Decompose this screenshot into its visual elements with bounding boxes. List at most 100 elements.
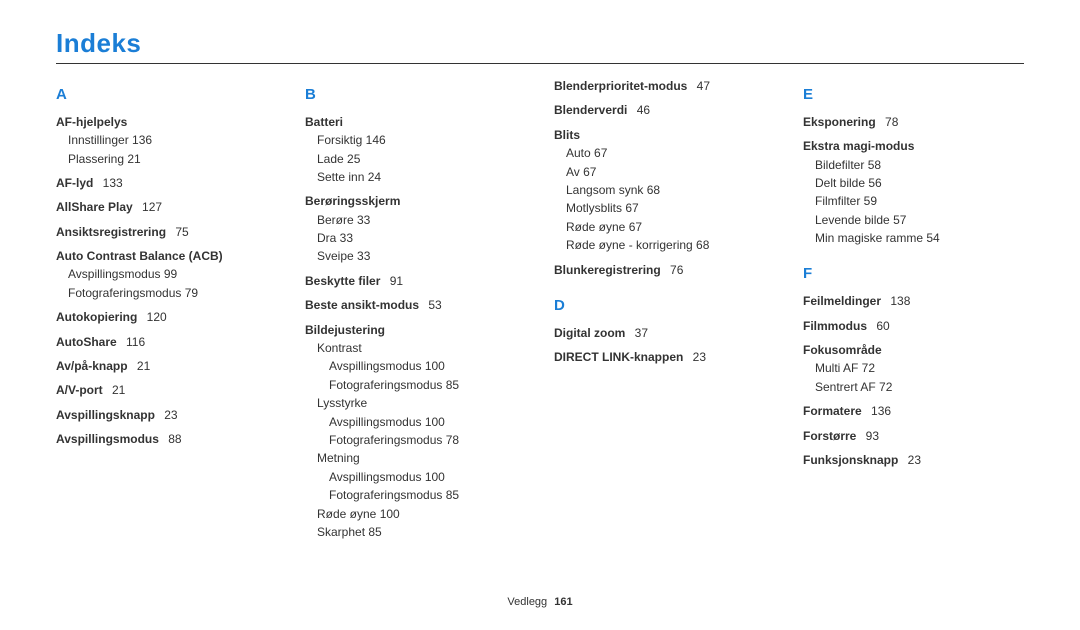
index-col-4: E Eksponering 78 Ekstra magi-modus Bildefil… [803,78,1024,541]
index-entry: AutoShare 116 [56,334,277,351]
index-subentry: Sveipe 33 [317,248,526,265]
index-subentry: Dra 33 [317,230,526,247]
index-page-ref: 138 [887,294,910,308]
index-entry: A/V-port 21 [56,382,277,399]
index-entry: Fokusområde [803,342,1024,359]
index-subentry: Metning [317,450,526,467]
index-entry: AllShare Play 127 [56,199,277,216]
index-entry: Beskytte filer 91 [305,273,526,290]
index-entry: Digital zoom 37 [554,325,775,342]
page-footer: Vedlegg 161 [0,596,1080,608]
index-subentry: Plassering 21 [68,151,277,168]
index-subentry: Filmfilter 59 [815,193,1024,210]
index-subentry: Av 67 [566,164,775,181]
index-subentry: Multi AF 72 [815,360,1024,377]
index-subentry-2: Avspillingsmodus 100 [329,469,526,486]
index-subentry: Forsiktig 146 [317,132,526,149]
index-entry: Autokopiering 120 [56,309,277,326]
index-letter: D [554,295,775,317]
index-subentry: Lysstyrke [317,395,526,412]
index-page-ref: 91 [386,274,403,288]
index-entry: Blenderverdi 46 [554,102,775,119]
index-subentry: Bildefilter 58 [815,157,1024,174]
index-subentry: Min magiske ramme 54 [815,230,1024,247]
index-entry: Forstørre 93 [803,428,1024,445]
index-subentry: Sentrert AF 72 [815,379,1024,396]
index-page-ref: 93 [862,429,879,443]
page-title: Indeks [56,28,1024,59]
index-entry: AF-lyd 133 [56,175,277,192]
index-entry: Funksjonsknapp 23 [803,452,1024,469]
index-subentry: Røde øyne 100 [317,506,526,523]
index-page-ref: 127 [139,200,162,214]
index-page-ref: 75 [172,225,189,239]
index-subentry: Lade 25 [317,151,526,168]
index-letter: E [803,84,1024,106]
index-subentry: Røde øyne 67 [566,219,775,236]
index-subentry: Levende bilde 57 [815,212,1024,229]
index-subentry: Motlysblits 67 [566,200,775,217]
index-col-3: Blenderprioritet-modus 47 Blenderverdi 46… [554,78,775,541]
index-subentry: Langsom synk 68 [566,182,775,199]
index-entry: Avspillingsknapp 23 [56,407,277,424]
title-divider [56,63,1024,64]
index-entry: Berøringsskjerm [305,193,526,210]
index-subentry: Innstillinger 136 [68,132,277,149]
index-subentry-2: Avspillingsmodus 100 [329,414,526,431]
index-subentry: Fotograferingsmodus 79 [68,285,277,302]
index-page-ref: 23 [689,350,706,364]
index-subentry: Avspillingsmodus 99 [68,266,277,283]
index-entry: Avspillingsmodus 88 [56,431,277,448]
index-subentry-2: Fotograferingsmodus 85 [329,487,526,504]
index-entry: Ekstra magi-modus [803,138,1024,155]
index-columns: A AF-hjelpelysInnstillinger 136 Plassering… [56,78,1024,541]
index-col-2: B BatteriForsiktig 146 Lade 25Sette inn 24… [305,78,526,541]
index-page-ref: 76 [667,263,684,277]
index-subentry-2: Fotograferingsmodus 85 [329,377,526,394]
index-letter: F [803,263,1024,285]
index-page-ref: 78 [882,115,899,129]
index-page-ref: 23 [904,453,921,467]
index-entry: AF-hjelpelys [56,114,277,131]
index-page-ref: 60 [873,319,890,333]
index-page-ref: 21 [109,383,126,397]
footer-section: Vedlegg [507,596,547,608]
index-page-ref: 53 [425,298,442,312]
index-subentry: Kontrast [317,340,526,357]
index-page-ref: 133 [99,176,122,190]
index-entry: Blenderprioritet-modus 47 [554,78,775,95]
index-subentry-2: Avspillingsmodus 100 [329,358,526,375]
index-subentry: Sette inn 24 [317,169,526,186]
index-entry: Bildejustering [305,322,526,339]
index-entry: Auto Contrast Balance (ACB) [56,248,277,265]
index-subentry-2: Fotograferingsmodus 78 [329,432,526,449]
index-entry: Beste ansikt-modus 53 [305,297,526,314]
index-page-ref: 136 [868,404,891,418]
index-entry: Ansiktsregistrering 75 [56,224,277,241]
index-entry: Batteri [305,114,526,131]
index-subentry: Auto 67 [566,145,775,162]
index-letter: B [305,84,526,106]
index-page-ref: 37 [631,326,648,340]
index-entry: Filmmodus 60 [803,318,1024,335]
index-entry: Eksponering 78 [803,114,1024,131]
index-page-ref: 88 [165,432,182,446]
footer-page-number: 161 [554,596,572,608]
index-entry: Blunkeregistrering 76 [554,262,775,279]
index-entry: Blits [554,127,775,144]
index-letter: A [56,84,277,106]
index-page-ref: 47 [693,79,710,93]
index-subentry: Røde øyne - korrigering 68 [566,237,775,254]
index-subentry: Delt bilde 56 [815,175,1024,192]
index-page-ref: 23 [161,408,178,422]
index-entry: Feilmeldinger 138 [803,293,1024,310]
index-page-ref: 120 [143,310,166,324]
index-entry: DIRECT LINK-knappen 23 [554,349,775,366]
index-subentry: Skarphet 85 [317,524,526,541]
index-page-ref: 46 [633,103,650,117]
index-entry: Formatere 136 [803,403,1024,420]
index-page-ref: 116 [123,335,145,349]
index-col-1: A AF-hjelpelysInnstillinger 136 Plassering… [56,78,277,541]
index-page-ref: 21 [134,359,151,373]
index-entry: Av/på-knapp 21 [56,358,277,375]
